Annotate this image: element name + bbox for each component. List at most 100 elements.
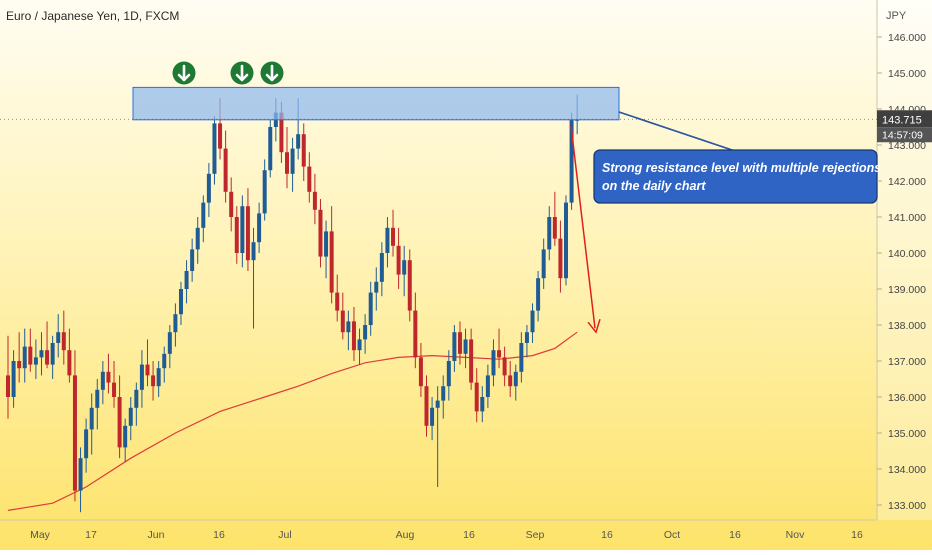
candle xyxy=(463,328,468,369)
candle-body xyxy=(151,375,156,387)
x-tick-label: 16 xyxy=(851,529,863,541)
candle xyxy=(346,310,351,351)
candle xyxy=(212,116,217,185)
candle xyxy=(173,303,178,347)
candle-body xyxy=(480,397,485,412)
candle-body xyxy=(407,260,412,311)
candle-body xyxy=(257,213,262,243)
x-tick-label: Jul xyxy=(278,529,291,541)
candle xyxy=(61,310,66,365)
candle xyxy=(396,227,401,289)
candle xyxy=(324,220,329,279)
candle-body xyxy=(418,357,423,387)
candle xyxy=(357,328,362,365)
candle-body xyxy=(123,425,128,448)
candle-body xyxy=(78,458,83,491)
candle xyxy=(50,335,55,379)
candle-body xyxy=(72,375,77,491)
candle-body xyxy=(379,253,384,282)
candle-body xyxy=(463,339,468,354)
candle-body xyxy=(184,271,189,289)
candle-body xyxy=(195,227,200,250)
candle xyxy=(201,195,206,243)
candle-body xyxy=(552,217,557,239)
candle-body xyxy=(430,407,435,426)
x-tick-label: 16 xyxy=(463,529,475,541)
candle-body xyxy=(502,357,507,376)
candle xyxy=(402,245,407,297)
candle xyxy=(385,217,390,268)
countdown-label: 14:57:09 xyxy=(882,129,923,141)
candle xyxy=(446,350,451,401)
candle xyxy=(251,227,256,329)
candle-body xyxy=(558,238,563,279)
candle-body xyxy=(206,173,211,203)
candle xyxy=(117,375,122,459)
candle xyxy=(312,173,317,225)
y-tick-label: 136.000 xyxy=(888,392,926,404)
x-tick-label: 17 xyxy=(85,529,97,541)
chart-title: Euro / Japanese Yen, 1D, FXCM xyxy=(6,9,179,23)
candle xyxy=(100,361,105,405)
y-tick-label: 141.000 xyxy=(888,212,926,224)
candle xyxy=(329,206,334,304)
candle xyxy=(391,209,396,257)
candle-body xyxy=(424,386,429,426)
candle xyxy=(480,386,485,423)
candle-body xyxy=(22,346,27,369)
candle xyxy=(106,353,111,394)
annotation-callout xyxy=(593,149,878,204)
last-price-badge xyxy=(877,110,932,128)
candle xyxy=(374,267,379,311)
candle xyxy=(162,346,167,383)
candle xyxy=(285,127,289,189)
candle xyxy=(502,346,507,387)
candle xyxy=(547,206,552,261)
candle xyxy=(435,386,440,487)
candle xyxy=(195,217,200,264)
candle-body xyxy=(95,389,100,408)
candle xyxy=(379,242,384,297)
candle xyxy=(234,206,239,264)
candle-body xyxy=(519,343,524,372)
candle xyxy=(536,271,541,322)
candle-body xyxy=(56,332,61,343)
candle-body xyxy=(469,339,474,383)
candle xyxy=(541,238,546,289)
candle xyxy=(206,163,211,217)
y-tick-label: 135.000 xyxy=(888,428,926,440)
candle xyxy=(368,281,373,336)
candle-body xyxy=(251,242,256,261)
candle xyxy=(257,202,262,253)
forecast-arrow-head xyxy=(587,318,601,334)
y-tick-label: 138.000 xyxy=(888,320,926,332)
candle-body xyxy=(117,397,122,448)
candle xyxy=(89,393,94,455)
candle xyxy=(39,332,44,376)
x-tick-label: Oct xyxy=(664,529,680,541)
candle xyxy=(229,177,234,232)
candle-body xyxy=(178,289,183,315)
candle xyxy=(28,328,33,372)
candle-body xyxy=(173,314,178,333)
candle-body xyxy=(351,321,356,351)
candle xyxy=(508,361,513,397)
candle xyxy=(413,292,418,369)
candle xyxy=(418,343,423,397)
candle-body xyxy=(84,429,89,459)
candle xyxy=(45,321,50,369)
candle xyxy=(223,130,228,203)
candle xyxy=(167,325,172,369)
candle xyxy=(178,281,183,325)
candle-body xyxy=(318,209,323,257)
candle-body xyxy=(497,350,502,358)
candle xyxy=(564,195,568,286)
candle-body xyxy=(229,191,234,217)
candle-body xyxy=(50,343,55,365)
candle-body xyxy=(396,245,401,275)
candle-body xyxy=(513,371,518,387)
x-tick-label: Nov xyxy=(786,529,805,541)
candle xyxy=(552,191,557,246)
candle xyxy=(513,364,518,401)
